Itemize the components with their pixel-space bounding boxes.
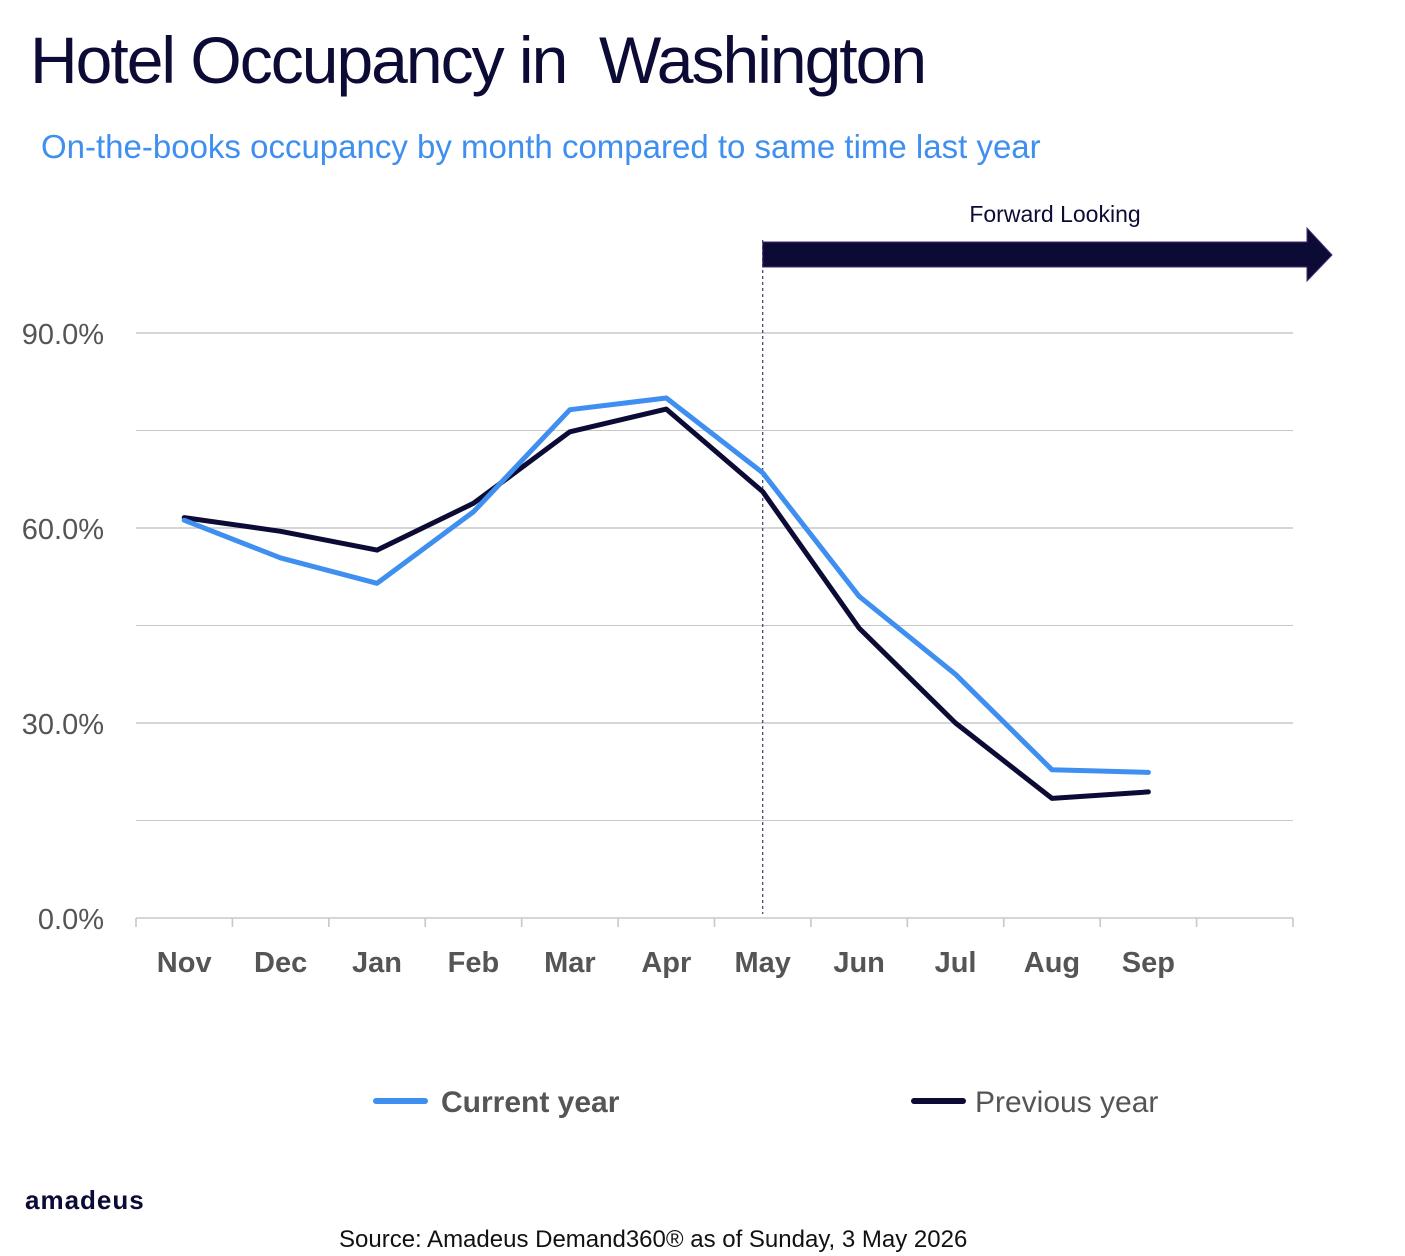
x-tick-label: Sep — [1122, 947, 1175, 979]
series-current-year-line — [181, 395, 1151, 775]
x-axis: Nov Dec Jan Feb Mar Apr May Jun Jul Aug Sep — [135, 917, 1294, 979]
forward-looking-label: Forward Looking — [969, 201, 1140, 227]
gridlines — [136, 332, 1293, 822]
line-chart: 0.0% 30.0% 60.0% 90.0% Nov Dec Jan Feb Mar Apr Ma… — [22, 201, 1333, 1119]
x-tick-label: Jun — [833, 947, 885, 979]
legend: Current year Previous year — [373, 1086, 1158, 1119]
series-lines — [181, 395, 1151, 801]
y-tick-label: 0.0% — [38, 904, 104, 936]
logo-text: amadeus — [25, 1185, 145, 1215]
y-axis-ticks: 0.0% 30.0% 60.0% 90.0% — [22, 319, 104, 936]
x-tick-label: May — [734, 947, 790, 979]
legend-label-previous-year: Previous year — [975, 1086, 1158, 1119]
amadeus-logo: amadeus — [25, 1185, 145, 1216]
chart-title: Hotel Occupancy in Washington — [30, 23, 927, 97]
y-tick-label: 90.0% — [22, 319, 104, 351]
x-tick-label: Mar — [544, 947, 596, 979]
source-note: Source: Amadeus Demand360® as of Sunday,… — [339, 1226, 968, 1253]
x-tick-label: Jan — [352, 947, 402, 979]
forward-looking-annotation: Forward Looking — [762, 201, 1333, 914]
x-tick-label: Aug — [1024, 947, 1080, 979]
chart-subtitle: On-the-books occupancy by month compared… — [41, 128, 1041, 165]
x-tick-label: Dec — [254, 947, 307, 979]
forward-looking-arrow — [762, 226, 1333, 283]
x-tick-label: Jul — [935, 947, 977, 979]
x-tick-label: Apr — [641, 947, 691, 979]
x-tick-label: Feb — [448, 947, 500, 979]
x-tick-label: Nov — [157, 947, 212, 979]
series-previous-year-line — [181, 406, 1151, 801]
y-tick-label: 60.0% — [22, 514, 104, 546]
y-tick-label: 30.0% — [22, 709, 104, 741]
legend-label-current-year: Current year — [441, 1086, 620, 1119]
